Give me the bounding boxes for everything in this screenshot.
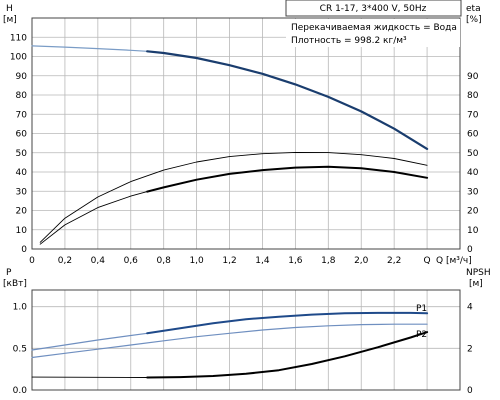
y-left-tick-label: 1.0 bbox=[13, 303, 28, 313]
power-npsh-plot-frame bbox=[31, 289, 461, 391]
eta-axis-title: eta bbox=[466, 4, 481, 14]
info-panel bbox=[286, 19, 460, 47]
x-tick-label: 0,2 bbox=[58, 256, 72, 266]
p1-curve-label: P1 bbox=[416, 304, 427, 314]
y-right-tick-label: 60 bbox=[467, 130, 479, 140]
p-axis-title: P bbox=[6, 268, 12, 278]
y-left-tick-label: 100 bbox=[10, 53, 27, 63]
y-right-tick-label: 70 bbox=[467, 110, 479, 120]
y-right-tick-label: 2 bbox=[467, 344, 473, 354]
curve-p1-thin bbox=[31, 332, 148, 351]
y-left-tick-label: 10 bbox=[16, 226, 28, 236]
y-right-tick-label: 90 bbox=[467, 72, 479, 82]
density-label: Плотность = 998.2 кг/м³ bbox=[291, 36, 407, 46]
y-left-tick-label: 60 bbox=[16, 130, 28, 140]
y-right-tick-label: 40 bbox=[467, 168, 479, 178]
curve-h-thin bbox=[31, 45, 148, 52]
y-left-tick-label: 0 bbox=[21, 245, 27, 255]
y-left-tick-label: 110 bbox=[10, 33, 27, 43]
h-axis-unit: [м] bbox=[3, 15, 17, 25]
performance-grid bbox=[32, 18, 460, 249]
curve-h bbox=[146, 50, 429, 150]
y-left-tick-label: 0.5 bbox=[13, 344, 27, 354]
x-tick-label: Q bbox=[424, 256, 431, 266]
x-tick-label: 1,6 bbox=[288, 256, 303, 266]
p-axis-unit: [кВт] bbox=[3, 279, 27, 289]
curve-eta bbox=[146, 165, 429, 193]
x-tick-label: 1,0 bbox=[189, 256, 204, 266]
curve-npsh bbox=[146, 331, 429, 379]
y-right-tick-label: 50 bbox=[467, 149, 479, 159]
y-left-tick-label: 20 bbox=[16, 207, 28, 217]
y-right-tick-label: 0 bbox=[467, 386, 473, 396]
y-right-tick-label: 0 bbox=[467, 245, 473, 255]
q-axis-title: Q [м³/ч] bbox=[436, 256, 472, 266]
x-tick-label: 2,2 bbox=[387, 256, 401, 266]
h-axis-title: H bbox=[6, 4, 13, 14]
liquid-label: Перекачиваемая жидкость = Вода bbox=[291, 23, 457, 33]
eta-axis-unit: [%] bbox=[466, 15, 482, 25]
x-tick-label: 0 bbox=[29, 256, 35, 266]
y-right-tick-label: 20 bbox=[467, 207, 479, 217]
y-left-tick-label: 50 bbox=[16, 149, 28, 159]
y-right-tick-label: 10 bbox=[467, 226, 479, 236]
x-tick-label: 0,8 bbox=[157, 256, 172, 266]
x-tick-label: 0,4 bbox=[91, 256, 106, 266]
performance-plot-frame bbox=[31, 17, 461, 250]
y-left-tick-label: 40 bbox=[16, 168, 28, 178]
y-left-tick-label: 30 bbox=[16, 187, 28, 197]
y-right-tick-label: 80 bbox=[467, 91, 479, 101]
x-tick-label: 1,8 bbox=[321, 256, 336, 266]
y-left-tick-label: 70 bbox=[16, 110, 28, 120]
curve-layer bbox=[31, 45, 429, 379]
curve-eta-upper bbox=[39, 151, 428, 243]
y-right-tick-label: 4 bbox=[467, 303, 473, 313]
y-left-tick-label: 0.0 bbox=[13, 386, 28, 396]
curve-p2-thin bbox=[31, 323, 428, 359]
p2-curve-label: P2 bbox=[416, 330, 427, 340]
x-tick-label: 1,4 bbox=[255, 256, 270, 266]
npsh-axis-title: NPSH bbox=[466, 268, 491, 278]
header-box bbox=[285, 0, 462, 17]
y-right-tick-label: 30 bbox=[467, 187, 479, 197]
axis-tick-labels: 0102030405060708090100110010203040506070… bbox=[10, 33, 479, 396]
curve-p1 bbox=[146, 311, 429, 335]
y-left-tick-label: 90 bbox=[16, 72, 28, 82]
pump-model-label: CR 1-17, 3*400 V, 50Hz bbox=[320, 4, 427, 14]
x-tick-label: 0,6 bbox=[124, 256, 139, 266]
y-left-tick-label: 80 bbox=[16, 91, 28, 101]
x-tick-label: 1,2 bbox=[222, 256, 236, 266]
x-tick-label: 2,0 bbox=[354, 256, 369, 266]
curve-eta-thin bbox=[39, 191, 148, 245]
npsh-axis-unit: [м] bbox=[469, 279, 483, 289]
